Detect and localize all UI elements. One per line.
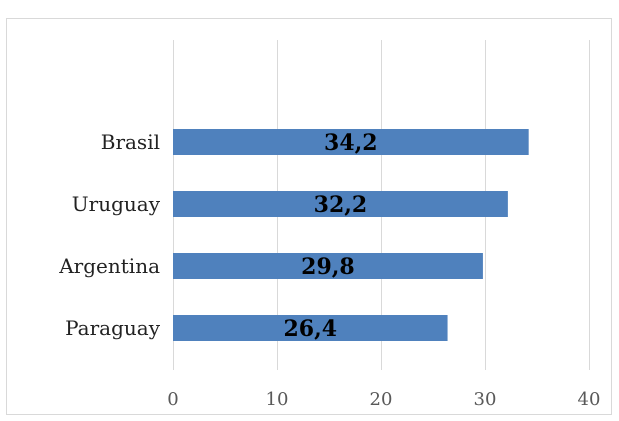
category-labels: Brasil Uruguay Argentina Paraguay [58,130,160,340]
bar-argentina [173,253,483,279]
x-tick-label: 0 [167,389,178,410]
bar-paraguay [173,315,448,341]
data-label: 34,2 [324,130,378,156]
bar-uruguay [173,191,508,217]
x-tick-label: 40 [578,389,601,410]
data-label: 32,2 [314,192,368,218]
bars [173,129,529,341]
data-label: 26,4 [283,316,337,342]
data-label: 29,8 [301,254,355,280]
x-tick-labels: 0 10 20 30 40 [167,389,600,410]
category-label: Paraguay [65,316,161,340]
x-tick-label: 30 [474,389,497,410]
bar-brasil [173,129,529,155]
category-label: Argentina [58,254,160,278]
x-tick-label: 20 [370,389,393,410]
category-label: Brasil [101,130,160,154]
data-labels: 34,2 32,2 29,8 26,4 [283,130,377,342]
category-label: Uruguay [72,192,161,216]
x-tick-label: 10 [266,389,289,410]
